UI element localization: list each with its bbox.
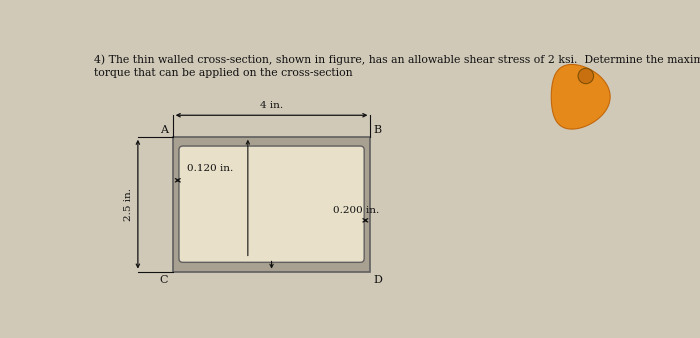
Polygon shape: [552, 65, 610, 129]
Text: 4 in.: 4 in.: [260, 101, 283, 110]
Bar: [173, 137, 370, 271]
Text: C: C: [160, 275, 168, 285]
Circle shape: [578, 68, 594, 84]
Text: 0.200 in.: 0.200 in.: [333, 206, 379, 215]
FancyBboxPatch shape: [179, 146, 364, 262]
Text: 2.5 in.: 2.5 in.: [124, 188, 133, 221]
Text: 4) The thin walled cross-section, shown in figure, has an allowable shear stress: 4) The thin walled cross-section, shown …: [94, 54, 700, 65]
Text: 0.120 in.: 0.120 in.: [187, 164, 233, 173]
Text: torque that can be applied on the cross-section: torque that can be applied on the cross-…: [94, 68, 352, 78]
Text: B: B: [374, 125, 382, 135]
Text: A: A: [160, 125, 168, 135]
Text: D: D: [374, 275, 382, 285]
